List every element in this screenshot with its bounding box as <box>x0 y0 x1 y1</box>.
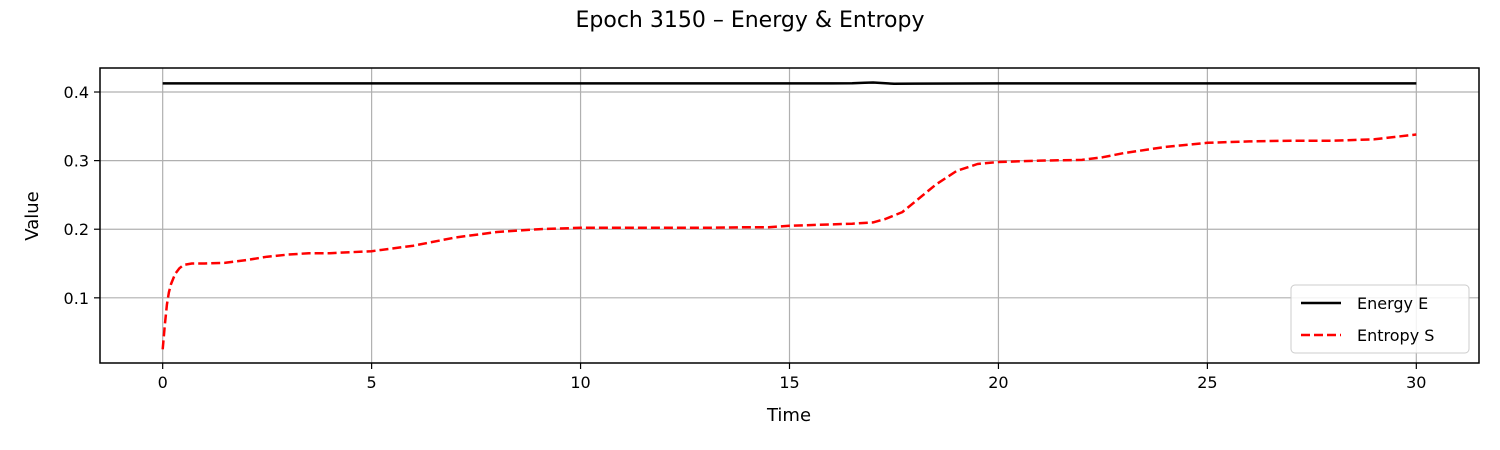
series-line-energy <box>162 81 1417 86</box>
x-axis: 0 5 10 15 20 25 30 <box>158 363 1426 392</box>
y-tick-label: 0.3 <box>64 152 89 171</box>
y-tick-label: 0.1 <box>64 289 89 308</box>
legend: Energy E Entropy S <box>1290 284 1470 354</box>
y-tick-label: 0.4 <box>64 83 89 102</box>
x-tick-label: 15 <box>779 373 799 392</box>
legend-label: Entropy S <box>1357 326 1434 345</box>
x-tick-label: 10 <box>570 373 590 392</box>
chart-title: Epoch 3150 – Energy & Entropy <box>576 8 925 33</box>
legend-label: Energy E <box>1357 294 1428 313</box>
y-axis-label: Value <box>22 191 43 240</box>
x-tick-label: 0 <box>158 373 168 392</box>
x-tick-label: 20 <box>988 373 1008 392</box>
x-axis-label: Time <box>766 405 811 426</box>
x-tick-label: 30 <box>1406 373 1426 392</box>
series-layer <box>161 81 1417 350</box>
series-line-entropy <box>161 133 1417 350</box>
x-tick-label: 5 <box>367 373 377 392</box>
y-axis: 0.1 0.2 0.3 0.4 <box>64 83 100 308</box>
grid <box>100 68 1479 363</box>
x-tick-label: 25 <box>1197 373 1217 392</box>
y-tick-label: 0.2 <box>64 220 89 239</box>
